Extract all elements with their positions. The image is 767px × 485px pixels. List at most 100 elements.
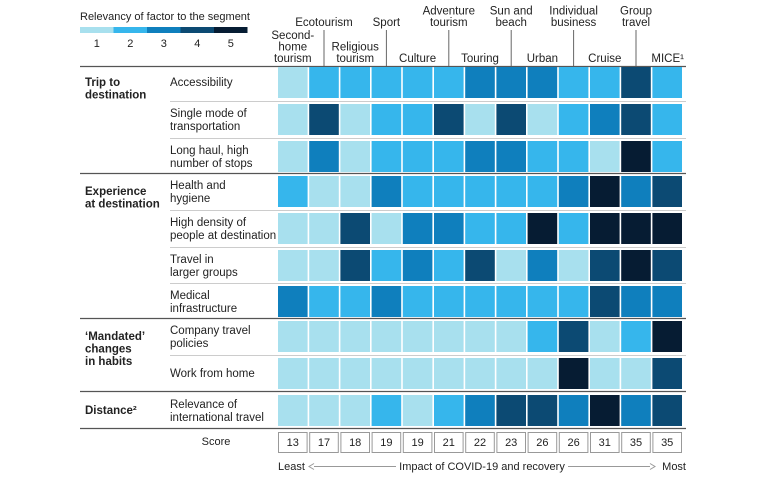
heatmap-cell (278, 67, 308, 98)
score-label: Score (202, 436, 231, 448)
heatmap-cell (465, 141, 495, 172)
heatmap-cell (652, 358, 682, 389)
heatmap-cell (496, 141, 526, 172)
heatmap-cell (652, 321, 682, 352)
row-label-0: Accessibility (170, 77, 233, 89)
heatmap-cell (527, 395, 558, 426)
heatmap-cell (558, 213, 589, 244)
row-label-5-line: larger groups (170, 267, 238, 279)
heatmap-cell (278, 213, 308, 244)
row-label-0-line: Accessibility (170, 77, 233, 89)
group-label-0-line: destination (85, 90, 146, 102)
heatmap-cells (278, 67, 682, 426)
heatmap-cell (434, 286, 464, 317)
row-label-3-line: Health and (170, 180, 226, 192)
legend-level-1: 1 (94, 38, 100, 50)
heatmap-cell (652, 141, 682, 172)
heatmap-cell (527, 286, 558, 317)
heatmap-cell (340, 176, 370, 207)
group-label-2: ‘Mandated’ changes in habits (85, 331, 145, 368)
score-value-10: 31 (599, 437, 611, 449)
column-header-7-line: Sun and (490, 6, 533, 18)
heatmap-cell (434, 321, 464, 352)
heatmap-cell (558, 250, 589, 281)
heatmap-cell (434, 141, 464, 172)
row-label-3: Health and hygiene (170, 180, 226, 205)
heatmap-cell (371, 395, 402, 426)
heatmap-cell (558, 321, 589, 352)
column-header-2-line: Religious (332, 42, 380, 54)
heatmap-cell (434, 67, 464, 98)
heatmap-cell (465, 321, 495, 352)
heatmap-cell (527, 250, 558, 281)
row-label-7: Company travel policies (170, 325, 251, 350)
heatmap-cell (496, 104, 526, 135)
column-header-5-line: Adventure (423, 6, 475, 18)
axis-most-label: Most (662, 461, 686, 473)
heatmap-cell (465, 176, 495, 207)
heatmap-cell (340, 141, 370, 172)
heatmap-cell (496, 213, 526, 244)
column-header-5: Adventure tourism (423, 6, 475, 30)
group-label-1: Experience at destination (85, 186, 160, 211)
axis-arrow-right-head (649, 463, 656, 470)
score-box-0 (278, 432, 308, 453)
score-box-3 (371, 432, 402, 453)
row-labels: Accessibility Single mode of transportatio… (170, 77, 276, 424)
heatmap-cell (278, 395, 308, 426)
heatmap-cell (590, 321, 620, 352)
heatmap-cell (278, 358, 308, 389)
heatmap-cell (527, 104, 558, 135)
heatmap-cell (621, 213, 651, 244)
heatmap-cell (590, 176, 620, 207)
score-row: Score 13 17 18 19 19 21 22 23 26 26 31 35 35 (202, 432, 683, 453)
column-header-12-line: MICE¹ (651, 53, 684, 65)
heatmap-cell (340, 286, 370, 317)
score-box-9 (558, 432, 589, 453)
score-box-5 (434, 432, 464, 453)
score-value-2: 18 (349, 437, 361, 449)
heatmap-cell (278, 250, 308, 281)
group-label-0: Trip to destination (85, 77, 146, 102)
row-label-4: High density of people at destination (170, 217, 276, 242)
heatmap-cell (652, 250, 682, 281)
heatmap-cell (371, 286, 402, 317)
column-header-10-line: Cruise (588, 53, 621, 65)
legend-swatch-2 (113, 27, 147, 33)
legend: Relevancy of factor to the segment 1 2 3 4 5 (80, 11, 250, 50)
row-separators (80, 65, 686, 430)
group-label-2-line: in habits (85, 356, 132, 368)
heatmap-cell (434, 213, 464, 244)
row-label-6-line: infrastructure (170, 303, 237, 315)
heatmap-cell (527, 141, 558, 172)
column-header-3: Sport (373, 17, 401, 29)
heatmap-cell (340, 250, 370, 281)
score-value-6: 22 (474, 437, 486, 449)
heatmap-cell (527, 213, 558, 244)
legend-swatch-4 (180, 27, 214, 33)
heatmap-cell (278, 321, 308, 352)
heatmap-cell (278, 141, 308, 172)
group-label-3-line: Distance² (85, 405, 137, 417)
row-label-9-line: international travel (170, 412, 264, 424)
heatmap-cell (371, 104, 402, 135)
heatmap-cell (340, 213, 370, 244)
column-header-8: Urban (527, 53, 558, 65)
heatmap-cell (652, 213, 682, 244)
score-value-3: 19 (380, 437, 392, 449)
score-box-8 (527, 432, 558, 453)
column-header-11: Group travel (620, 6, 652, 30)
score-box-1 (309, 432, 339, 453)
row-label-7-line: policies (170, 338, 209, 350)
heatmap-cell (402, 104, 433, 135)
heatmap-cell (558, 286, 589, 317)
heatmap-cell (590, 141, 620, 172)
heatmap-cell (434, 395, 464, 426)
heatmap-cell (371, 176, 402, 207)
row-label-4-line: people at destination (170, 230, 276, 242)
heatmap-cell (496, 286, 526, 317)
legend-level-4: 4 (194, 38, 200, 50)
legend-title: Relevancy of factor to the segment (80, 11, 250, 23)
row-label-8: Work from home (170, 368, 255, 380)
group-label-1-line: at destination (85, 199, 160, 211)
